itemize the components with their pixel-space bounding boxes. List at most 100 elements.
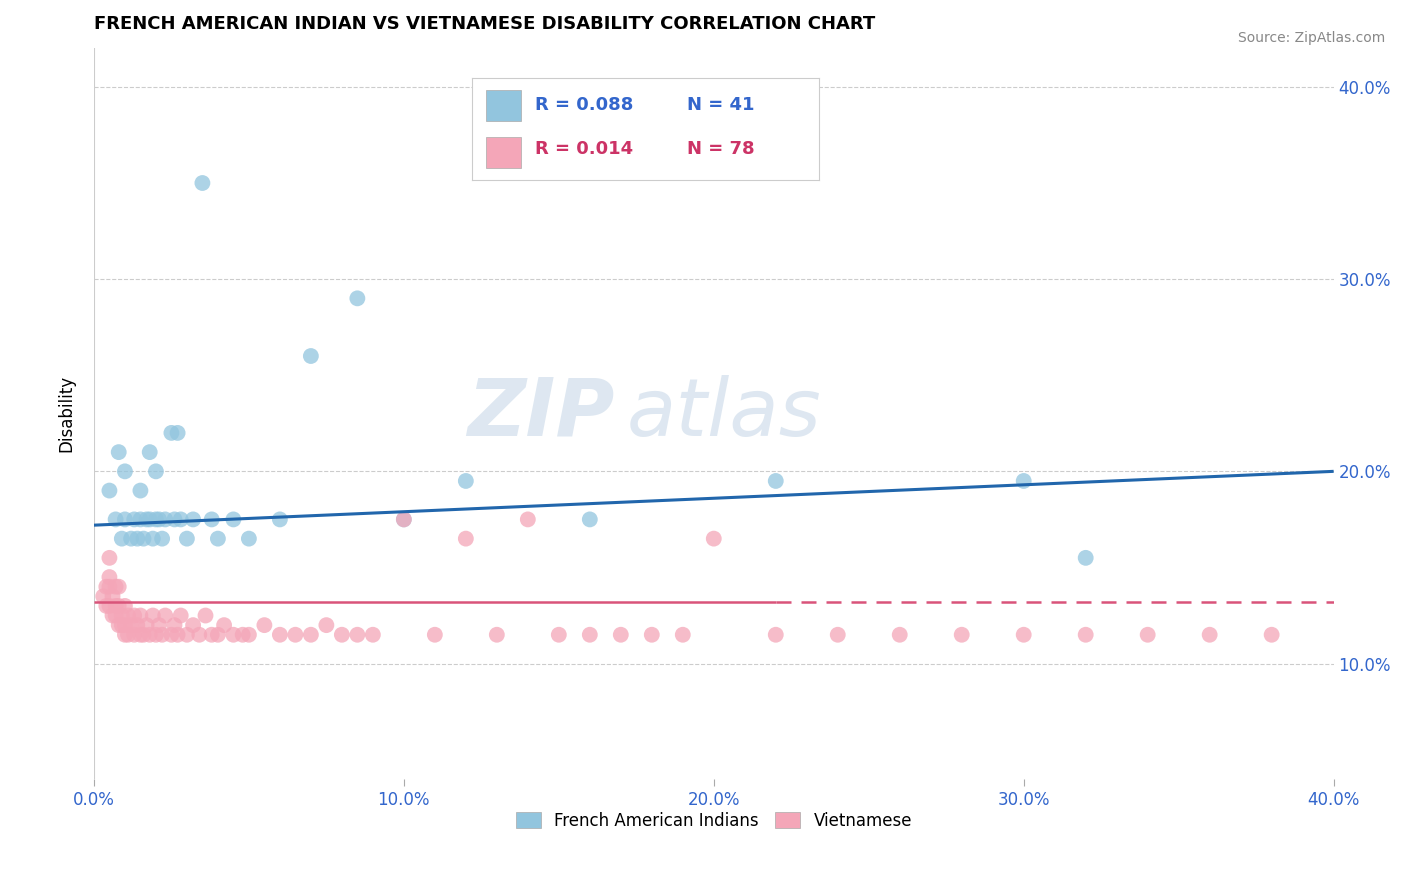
Y-axis label: Disability: Disability [58, 376, 75, 452]
Point [142, 532, 165, 546]
Point [222, 628, 245, 642]
Point [107, 580, 129, 594]
Point [181, 618, 204, 632]
Point [163, 618, 186, 632]
Point [117, 608, 139, 623]
Point [232, 628, 254, 642]
Point [98, 550, 121, 565]
Point [1136, 628, 1159, 642]
Point [950, 628, 973, 642]
Point [191, 176, 214, 190]
Point [765, 628, 787, 642]
Point [201, 628, 224, 642]
Point [1074, 628, 1097, 642]
Point [104, 512, 127, 526]
Point [127, 618, 149, 632]
Point [1260, 628, 1282, 642]
Point [150, 628, 173, 642]
Point [127, 532, 149, 546]
Point [150, 532, 173, 546]
Point [346, 628, 368, 642]
Point [114, 599, 136, 613]
Point [207, 628, 229, 642]
Point [114, 618, 136, 632]
Point [98, 570, 121, 584]
Point [163, 512, 186, 526]
Point [238, 532, 260, 546]
Point [148, 618, 170, 632]
Point [142, 608, 165, 623]
Point [269, 512, 291, 526]
Text: atlas: atlas [627, 375, 821, 452]
Point [101, 608, 124, 623]
Point [672, 628, 695, 642]
Point [148, 512, 170, 526]
Point [135, 618, 157, 632]
Point [96, 580, 118, 594]
Point [129, 483, 152, 498]
Point [176, 532, 198, 546]
Point [454, 474, 477, 488]
Point [1198, 628, 1220, 642]
Point [889, 628, 911, 642]
Point [135, 512, 157, 526]
Point [392, 512, 415, 526]
Point [122, 608, 145, 623]
Text: Source: ZipAtlas.com: Source: ZipAtlas.com [1237, 31, 1385, 45]
Point [222, 512, 245, 526]
Point [120, 618, 142, 632]
Point [104, 599, 127, 613]
Point [454, 532, 477, 546]
Point [129, 608, 152, 623]
Point [132, 532, 155, 546]
Point [104, 580, 127, 594]
Point [1012, 628, 1035, 642]
Point [166, 628, 188, 642]
Point [101, 589, 124, 603]
Point [132, 628, 155, 642]
Point [299, 349, 322, 363]
Point [160, 425, 183, 440]
Point [122, 512, 145, 526]
Point [188, 628, 211, 642]
Point [98, 599, 121, 613]
Point [104, 608, 127, 623]
Point [98, 483, 121, 498]
Point [578, 512, 600, 526]
Point [269, 628, 291, 642]
Point [207, 532, 229, 546]
Point [91, 589, 114, 603]
Point [181, 512, 204, 526]
Point [122, 628, 145, 642]
Point [170, 512, 193, 526]
Point [361, 628, 384, 642]
Point [117, 628, 139, 642]
Point [166, 425, 188, 440]
Point [578, 628, 600, 642]
Point [176, 628, 198, 642]
Point [703, 532, 725, 546]
Point [155, 608, 177, 623]
Point [114, 628, 136, 642]
Point [284, 628, 307, 642]
Point [145, 512, 167, 526]
Point [145, 464, 167, 478]
Point [330, 628, 353, 642]
Point [129, 512, 152, 526]
Point [120, 532, 142, 546]
Point [96, 599, 118, 613]
Point [98, 580, 121, 594]
Point [212, 618, 235, 632]
Point [138, 628, 160, 642]
Point [111, 608, 134, 623]
Point [114, 512, 136, 526]
Point [170, 608, 193, 623]
Point [610, 628, 633, 642]
Point [129, 628, 152, 642]
Point [516, 512, 538, 526]
Point [194, 608, 217, 623]
Point [201, 512, 224, 526]
Point [138, 512, 160, 526]
Point [155, 512, 177, 526]
Point [160, 628, 183, 642]
